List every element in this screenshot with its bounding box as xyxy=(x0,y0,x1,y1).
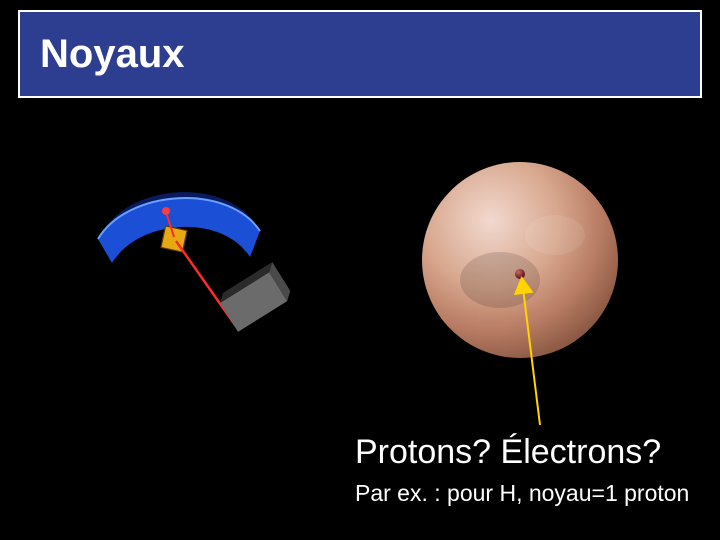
example-text: Par ex. : pour H, noyau=1 proton xyxy=(355,480,689,507)
slide-root: Noyaux xyxy=(0,0,720,540)
arrow-line xyxy=(522,280,540,425)
question-text: Protons? Électrons? xyxy=(355,433,661,472)
